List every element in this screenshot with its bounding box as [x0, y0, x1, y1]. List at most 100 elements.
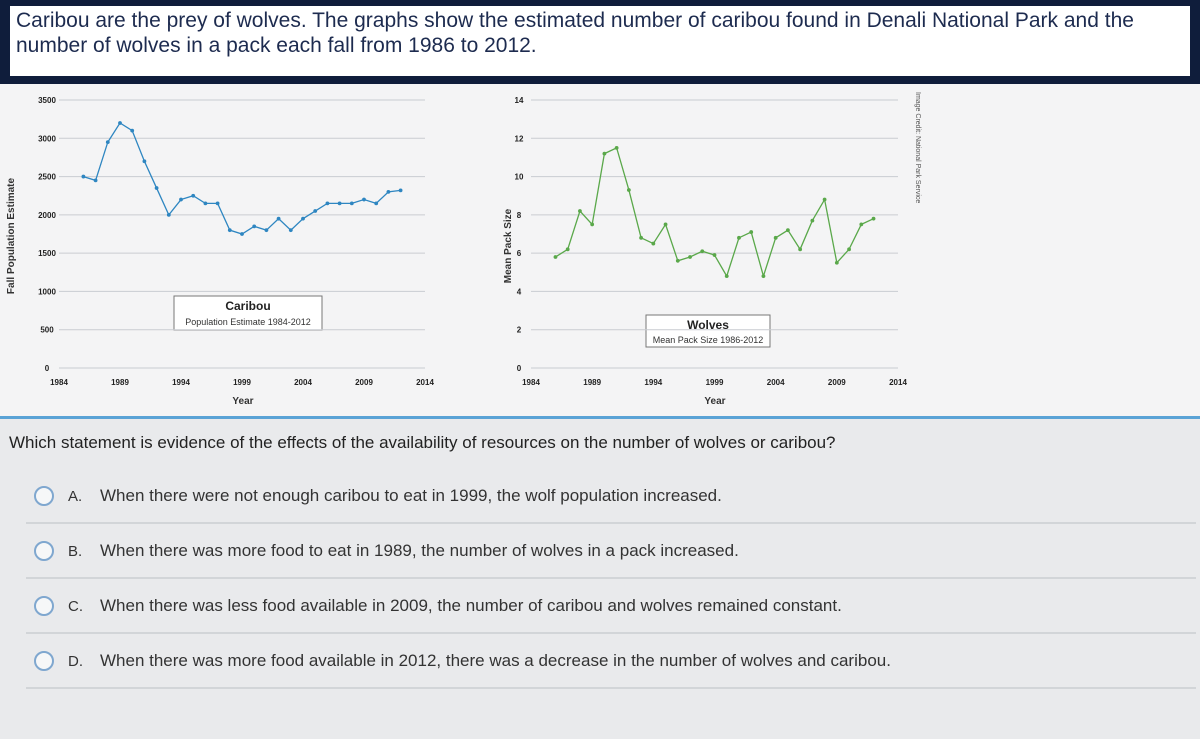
wolves-data-point: [578, 209, 582, 213]
question-header: Caribou are the prey of wolves. The grap…: [0, 0, 1200, 84]
wolves-xlabel: Year: [704, 396, 725, 407]
figure-panel: Fall Population Estimate Year Caribou Po…: [0, 84, 1200, 416]
caribou-x-tick-label: 2014: [416, 378, 434, 387]
caribou-y-tick-label: 2000: [38, 211, 56, 220]
wolves-ylabel: Mean Pack Size: [503, 208, 514, 283]
caribou-data-point: [215, 201, 220, 206]
wolves-y-tick-label: 8: [517, 211, 522, 220]
radio-option-c[interactable]: [34, 596, 54, 616]
section-divider: [0, 416, 1200, 419]
caribou-data-point: [81, 174, 86, 179]
caribou-y-tick-label: 3000: [38, 134, 56, 143]
wolves-data-point: [749, 230, 754, 234]
wolves-box-subtitle: Mean Pack Size 1986-2012: [653, 335, 764, 345]
wolves-box-title: Wolves: [687, 318, 729, 332]
wolves-data-point: [565, 247, 570, 252]
option-c[interactable]: C. When there was less food available in…: [26, 580, 1196, 634]
wolves-data-point: [651, 241, 656, 246]
radio-option-b[interactable]: [34, 541, 54, 561]
wolves-y-tick-label: 12: [515, 134, 524, 143]
caribou-data-point: [362, 197, 366, 202]
question-area: Which statement is evidence of the effec…: [0, 419, 1200, 739]
caribou-x-tick-label: 2004: [294, 378, 312, 387]
wolves-data-point: [773, 235, 778, 240]
caribou-data-point: [337, 201, 342, 206]
wolves-data-point: [712, 253, 717, 257]
caribou-data-point: [398, 188, 403, 193]
caribou-legend-box: Caribou Population Estimate 1984-2012: [173, 295, 323, 331]
caribou-y-tick-label: 1000: [38, 287, 56, 296]
wolves-y-tick-label: 4: [517, 287, 522, 296]
caribou-data-point: [264, 228, 269, 233]
wolves-y-tick-label: 10: [515, 173, 524, 182]
wolves-data-point: [675, 258, 680, 263]
caribou-box-subtitle: Population Estimate 1984-2012: [185, 317, 311, 327]
caribou-plot: 0 500 1000 1500 2000 2500 3000 3500 1984 1989 1994…: [38, 96, 434, 387]
wolves-data-point: [737, 235, 741, 240]
radio-option-a[interactable]: [34, 486, 54, 506]
caribou-x-tick-label: 2009: [355, 378, 373, 387]
wolves-y-tick-label: 2: [517, 326, 522, 335]
caribou-data-point: [203, 201, 208, 206]
caribou-data-point: [240, 232, 244, 236]
wolves-data-point: [859, 222, 864, 227]
option-d[interactable]: D. When there was more food available in…: [26, 635, 1196, 689]
option-a[interactable]: A. When there were not enough caribou to…: [26, 470, 1196, 524]
wolves-data-point: [871, 216, 876, 221]
option-b-text: When there was more food to eat in 1989,…: [100, 541, 739, 560]
image-credit: Image Credit: National Park Service: [914, 92, 921, 203]
wolves-x-tick-label: 1989: [583, 378, 601, 387]
wolves-data-point: [602, 151, 607, 156]
wolves-x-tick-label: 1994: [644, 378, 662, 387]
option-c-text: When there was less food available in 20…: [100, 596, 842, 615]
wolves-data-point: [798, 247, 803, 252]
wolves-y-tick-label: 6: [517, 249, 522, 258]
wolves-x-tick-label: 1999: [706, 378, 724, 387]
wolves-data-point: [761, 274, 766, 279]
question-text: Which statement is evidence of the effec…: [9, 433, 836, 452]
wolves-x-tick-label: 1984: [522, 378, 540, 387]
caribou-y-tick-label: 3500: [38, 96, 56, 105]
wolves-data-point: [786, 228, 790, 233]
wolves-data-point: [847, 247, 851, 252]
caribou-data-point: [118, 121, 122, 125]
caribou-data-point: [349, 201, 354, 206]
wolves-y-tick-label: 0: [517, 364, 522, 373]
wolves-data-point: [590, 222, 595, 227]
wolves-x-tick-label: 2009: [828, 378, 846, 387]
wolves-x-tick-label: 2004: [767, 378, 785, 387]
wolves-legend-box: Wolves Mean Pack Size 1986-2012: [645, 314, 771, 348]
radio-option-d[interactable]: [34, 651, 54, 671]
caribou-data-point: [105, 140, 110, 145]
caribou-x-tick-label: 1989: [111, 378, 129, 387]
caribou-data-point: [179, 197, 183, 202]
option-a-letter: A.: [68, 487, 83, 505]
wolves-x-tick-label: 2014: [889, 378, 907, 387]
option-c-letter: C.: [68, 597, 83, 615]
wolves-data-point: [834, 260, 839, 265]
wolves-data-point: [553, 255, 558, 259]
wolves-data-point: [724, 274, 729, 279]
option-d-text: When there was more food available in 20…: [100, 651, 891, 670]
caribou-y-tick-label: 0: [45, 364, 50, 373]
caribou-data-point: [227, 228, 232, 233]
option-b[interactable]: B. When there was more food to eat in 19…: [26, 525, 1196, 579]
caribou-data-point: [276, 216, 281, 221]
caribou-data-point: [142, 159, 147, 164]
wolves-data-point: [688, 255, 692, 259]
caribou-data-point: [301, 216, 305, 221]
question-prompt: Caribou are the prey of wolves. The grap…: [10, 6, 1190, 76]
wolves-data-point: [626, 188, 631, 192]
caribou-data-point: [386, 189, 391, 194]
caribou-data-point: [374, 201, 379, 206]
caribou-xlabel: Year: [232, 396, 253, 407]
caribou-y-tick-label: 2500: [38, 173, 56, 182]
caribou-x-tick-label: 1999: [233, 378, 251, 387]
wolves-y-tick-label: 14: [515, 96, 524, 105]
caribou-data-point: [313, 209, 318, 213]
caribou-box-title: Caribou: [225, 299, 270, 313]
wolves-data-point: [614, 145, 619, 150]
wolves-data-point: [663, 222, 668, 227]
wolves-data-point: [822, 197, 827, 202]
caribou-data-point: [288, 228, 293, 233]
